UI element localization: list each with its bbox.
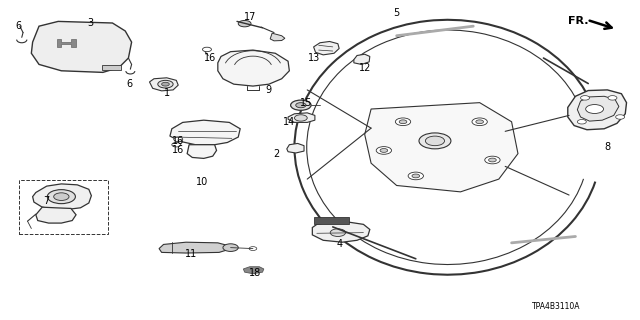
Text: FR.: FR. [568, 16, 589, 27]
Circle shape [380, 148, 388, 152]
Text: 3: 3 [87, 18, 93, 28]
Polygon shape [187, 145, 216, 158]
Circle shape [296, 103, 306, 108]
Text: 16: 16 [172, 136, 184, 146]
Polygon shape [312, 222, 370, 242]
Polygon shape [577, 96, 619, 121]
Circle shape [54, 193, 69, 200]
Text: 8: 8 [604, 142, 611, 152]
Text: 11: 11 [185, 249, 197, 259]
Circle shape [408, 172, 424, 180]
Polygon shape [288, 113, 315, 123]
Polygon shape [33, 184, 92, 209]
Text: 10: 10 [196, 177, 208, 187]
Circle shape [294, 115, 307, 121]
Circle shape [476, 120, 483, 124]
Circle shape [249, 247, 257, 251]
Polygon shape [150, 78, 178, 91]
Circle shape [484, 156, 500, 164]
Polygon shape [57, 39, 76, 47]
Bar [19, 180, 108, 234]
Circle shape [376, 147, 392, 154]
Circle shape [172, 142, 180, 147]
Text: 14: 14 [284, 117, 296, 127]
Polygon shape [159, 242, 227, 253]
Circle shape [238, 20, 251, 27]
Circle shape [419, 133, 451, 149]
Text: TPA4B3110A: TPA4B3110A [532, 302, 580, 311]
Polygon shape [36, 207, 76, 223]
Text: 13: 13 [307, 53, 320, 63]
Polygon shape [354, 54, 370, 64]
Circle shape [577, 120, 586, 124]
Text: 18: 18 [249, 268, 261, 278]
Text: 4: 4 [336, 239, 342, 249]
Circle shape [586, 105, 604, 114]
Circle shape [173, 137, 182, 141]
Text: 2: 2 [273, 148, 280, 159]
Polygon shape [218, 50, 289, 86]
Text: 16: 16 [204, 53, 216, 63]
Polygon shape [287, 143, 304, 153]
Bar [102, 65, 121, 70]
Circle shape [47, 190, 76, 204]
Circle shape [396, 118, 411, 125]
Polygon shape [243, 267, 264, 274]
Circle shape [412, 174, 420, 178]
Circle shape [488, 158, 496, 162]
Text: 6: 6 [127, 78, 132, 89]
Bar [314, 217, 349, 224]
Circle shape [399, 120, 407, 124]
Circle shape [616, 115, 625, 119]
Polygon shape [314, 42, 339, 55]
Circle shape [330, 229, 346, 236]
Circle shape [472, 118, 487, 125]
Circle shape [223, 244, 238, 252]
Circle shape [426, 136, 445, 146]
Text: 1: 1 [164, 88, 170, 98]
Polygon shape [31, 21, 132, 72]
Text: 16: 16 [172, 146, 184, 156]
Polygon shape [170, 120, 240, 145]
Polygon shape [568, 90, 627, 130]
Text: 7: 7 [44, 196, 50, 206]
Text: 15: 15 [300, 98, 312, 108]
Text: 9: 9 [266, 85, 272, 95]
Circle shape [580, 96, 589, 100]
Circle shape [158, 80, 173, 88]
Text: 12: 12 [358, 63, 371, 73]
Circle shape [202, 47, 211, 52]
Polygon shape [365, 103, 518, 192]
Circle shape [162, 82, 170, 86]
Text: 5: 5 [394, 8, 400, 19]
Text: 6: 6 [15, 21, 22, 31]
Text: 17: 17 [244, 12, 256, 22]
Circle shape [291, 100, 311, 110]
Polygon shape [270, 33, 285, 41]
Circle shape [608, 96, 617, 100]
